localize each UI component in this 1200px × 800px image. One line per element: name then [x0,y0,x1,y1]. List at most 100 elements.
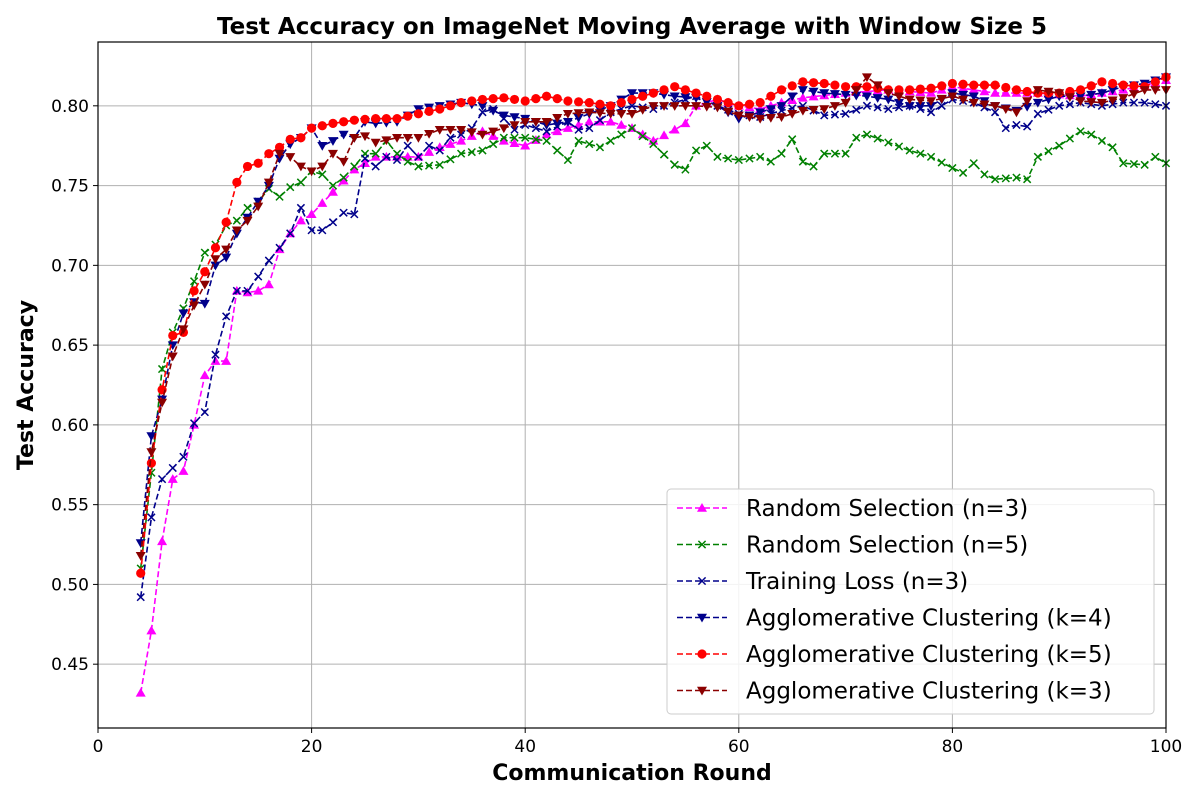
y-axis-label: Test Accuracy [14,300,39,470]
data-point [274,142,285,152]
data-point [328,218,338,227]
data-point [733,111,744,121]
data-point [1086,81,1096,91]
data-point [542,136,551,146]
data-point [435,146,444,155]
data-point [392,133,403,143]
data-point [852,133,861,142]
data-point [520,140,531,150]
data-point [264,256,274,265]
data-point [1011,108,1022,118]
data-point [1151,152,1160,161]
data-point [819,78,829,89]
data-point [1033,152,1042,161]
data-point [263,178,274,188]
data-point [210,243,221,253]
data-point [798,77,808,87]
data-point [562,110,573,119]
data-point [1044,147,1053,156]
data-point [1001,124,1010,133]
legend-entry: Agglomerative Clustering (k=3) [677,679,1112,705]
data-point [456,125,467,135]
data-point [456,98,466,108]
data-point [670,82,680,92]
data-point [1032,86,1043,95]
data-point [788,135,797,144]
data-point [627,94,637,105]
data-point [552,94,562,104]
data-point [243,286,252,296]
data-point [360,132,370,142]
data-point [691,102,702,111]
data-point [178,325,189,335]
data-point [135,551,146,561]
data-point [327,186,338,196]
data-point [381,136,392,146]
data-point [1011,85,1022,95]
data-point [958,95,969,105]
data-point [499,133,508,142]
data-point [937,81,947,91]
data-point [318,170,327,179]
data-point [531,124,541,133]
data-point [574,136,583,146]
data-point [360,158,370,167]
data-point [147,513,156,522]
data-point [777,149,786,158]
data-point [1022,102,1033,112]
data-point [680,102,691,111]
data-point [979,80,990,90]
data-point [926,108,936,117]
data-point [136,593,145,602]
y-tick-label: 0.50 [51,575,89,595]
data-point [338,130,349,140]
data-point [488,94,498,104]
data-point [189,286,199,296]
data-point [1151,100,1160,109]
data-point [808,78,819,88]
data-point [915,102,926,111]
data-point [1150,77,1160,87]
data-point [1001,82,1011,93]
data-point [370,138,381,148]
data-point [1096,98,1107,108]
data-point [734,155,743,165]
data-point [659,102,670,111]
data-point [574,125,583,134]
data-point [371,162,380,171]
data-point [648,88,658,98]
data-point [873,134,882,143]
data-point [338,175,349,185]
data-point [200,267,210,277]
data-point [701,98,712,107]
x-tick-label: 40 [514,737,536,757]
data-point [1096,89,1107,99]
data-point [403,157,412,166]
data-point [371,149,380,158]
data-point [562,118,573,127]
data-point [1076,127,1085,136]
data-point [232,286,241,296]
data-point [829,102,840,111]
data-point [435,160,444,169]
data-point [275,192,284,201]
series-line [139,76,1167,543]
data-point [307,123,317,133]
data-point [1000,88,1011,97]
data-point [1012,173,1021,182]
data-point [499,93,509,103]
data-point [136,568,146,578]
data-point [904,95,915,105]
data-point [734,101,744,111]
data-point [189,277,199,286]
data-point [776,85,787,95]
data-point [1075,97,1086,107]
data-point [242,161,253,172]
legend-label: Random Selection (n=5) [746,533,1028,559]
plot-frame [97,41,1167,729]
legend-marker [697,576,707,586]
data-point [648,102,659,111]
data-point [1023,175,1032,184]
data-point [349,115,359,125]
data-point [595,116,605,125]
